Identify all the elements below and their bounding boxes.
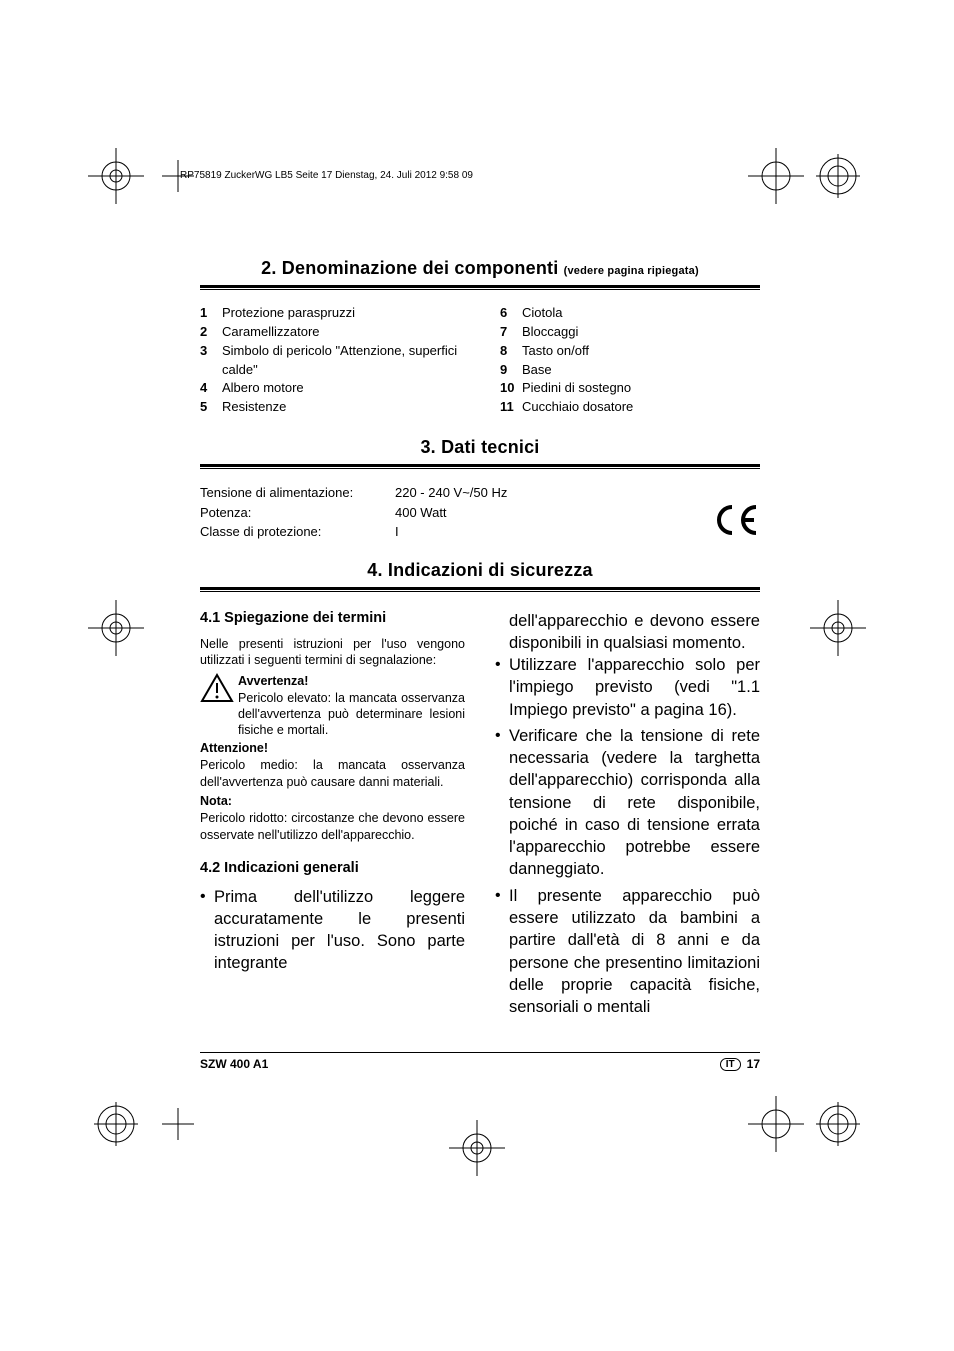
- warning-triangle-icon: [200, 673, 238, 738]
- print-header: RP75819 ZuckerWG LB5 Seite 17 Dienstag, …: [180, 170, 473, 181]
- section3-rule2: [200, 468, 760, 469]
- section2-subtitle: (vedere pagina ripiegata): [564, 265, 699, 277]
- warning-block: Avvertenza! Pericolo elevato: la mancata…: [200, 673, 465, 738]
- section4-title: 4. Indicazioni di sicurezza: [200, 560, 760, 581]
- components-left: 1Protezione paraspruzzi 2Caramellizzator…: [200, 304, 460, 417]
- nota-block: Nota: Pericolo ridotto: circostanze che …: [200, 793, 465, 844]
- list-item: 3Simbolo di pericolo "Attenzione, superf…: [200, 342, 460, 380]
- tech-data: Tensione di alimentazione:220 - 240 V~/5…: [200, 483, 760, 542]
- reg-mark-tr-inner: [810, 148, 866, 204]
- section2-title-text: 2. Denominazione dei componenti: [261, 258, 558, 278]
- list-item: 2Caramellizzatore: [200, 323, 460, 342]
- safety-right: dell'apparecchio e devono essere disponi…: [495, 610, 760, 1023]
- list-item: 9Base: [500, 361, 760, 380]
- ce-mark-icon: [712, 501, 760, 552]
- bullet-continuation: dell'apparecchio e devono essere disponi…: [509, 610, 760, 655]
- list-item: 11Cucchiaio dosatore: [500, 398, 760, 417]
- footer-lang-badge: IT: [720, 1058, 741, 1071]
- section3-title: 3. Dati tecnici: [200, 437, 760, 458]
- components-right: 6Ciotola 7Bloccaggi 8Tasto on/off 9Base …: [500, 304, 760, 417]
- section2-title: 2. Denominazione dei componenti (vedere …: [200, 258, 760, 279]
- attention-block: Attenzione! Pericolo medio: la mancata o…: [200, 740, 465, 791]
- list-item: 8Tasto on/off: [500, 342, 760, 361]
- footer-page: IT 17: [720, 1057, 760, 1071]
- list-item: 6Ciotola: [500, 304, 760, 323]
- section2-rule2: [200, 289, 760, 290]
- bullet-item: • Utilizzare l'apparecchio solo per l'im…: [495, 654, 760, 721]
- footer-model: SZW 400 A1: [200, 1057, 268, 1071]
- heading-41: 4.1 Spiegazione dei termini: [200, 610, 465, 626]
- bullet-item: • Il presente apparecchio può essere uti…: [495, 885, 760, 1019]
- reg-mark-tr-outer: [748, 148, 804, 204]
- footer-page-number: 17: [747, 1057, 760, 1071]
- heading-42: 4.2 Indicazioni generali: [200, 860, 465, 876]
- safety-columns: 4.1 Spiegazione dei termini Nelle presen…: [200, 610, 760, 1023]
- bullet-item: • Verificare che la tensione di rete nec…: [495, 725, 760, 881]
- reg-mark-tl-inner: [88, 148, 144, 204]
- list-item: 7Bloccaggi: [500, 323, 760, 342]
- section4-rule2: [200, 591, 760, 592]
- section3-rule: [200, 464, 760, 467]
- intro-41: Nelle presenti istruzioni per l'uso veng…: [200, 636, 465, 670]
- section4-rule: [200, 587, 760, 590]
- reg-mark-bl-outer: [150, 1096, 206, 1152]
- list-item: 4Albero motore: [200, 379, 460, 398]
- bullet-dot: •: [495, 885, 509, 1019]
- reg-mark-bl-inner: [88, 1096, 144, 1152]
- components-list: 1Protezione paraspruzzi 2Caramellizzator…: [200, 304, 760, 417]
- reg-mark-bc: [449, 1120, 505, 1176]
- bullet-item: • Prima dell'utilizzo leggere accuratame…: [200, 886, 465, 975]
- list-item: 1Protezione paraspruzzi: [200, 304, 460, 323]
- tech-row: Tensione di alimentazione:220 - 240 V~/5…: [200, 483, 760, 503]
- reg-mark-mr: [810, 600, 866, 656]
- bullet-dot: •: [495, 654, 509, 721]
- safety-left: 4.1 Spiegazione dei termini Nelle presen…: [200, 610, 465, 1023]
- tech-row: Classe di protezione:I: [200, 522, 760, 542]
- list-item: 5Resistenze: [200, 398, 460, 417]
- bullet-dot: •: [200, 886, 214, 975]
- page-content: 2. Denominazione dei componenti (vedere …: [200, 250, 760, 1022]
- reg-mark-ml: [88, 600, 144, 656]
- reg-mark-br-inner: [810, 1096, 866, 1152]
- list-item: 10Piedini di sostegno: [500, 379, 760, 398]
- section2-rule: [200, 285, 760, 288]
- tech-row: Potenza:400 Watt: [200, 503, 760, 523]
- warning-text: Avvertenza! Pericolo elevato: la mancata…: [238, 673, 465, 738]
- page-footer: SZW 400 A1 IT 17: [200, 1052, 760, 1071]
- reg-mark-br-outer: [748, 1096, 804, 1152]
- bullet-dot: •: [495, 725, 509, 881]
